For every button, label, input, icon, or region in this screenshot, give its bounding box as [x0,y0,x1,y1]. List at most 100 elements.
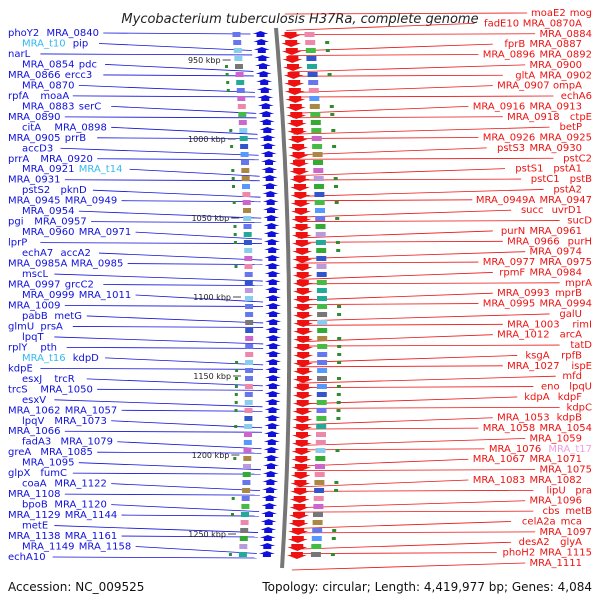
cog-category-box [236,80,245,85]
cog-category-box [244,392,253,397]
cog-category-box [317,296,327,301]
gene-label-mra-0930: MRA_0930 [530,143,582,154]
cog-category-box [309,104,320,109]
forward-gene-arrow [263,439,280,445]
reverse-gene-arrow [293,368,314,375]
gene-label-mra-0997: MRA_0997 [8,280,60,291]
cog-category-box [315,208,325,213]
forward-gene-arrow [256,87,273,93]
gene-label-echa6: echA6 [561,91,592,102]
cog-category-box [242,184,250,189]
scale-tick-label: 1200 kbp [192,451,230,460]
label-connector [86,315,264,324]
gene-label-mra-1011: MRA_1011 [79,290,131,301]
gc-marker [329,105,334,108]
gene-label-cela2a: celA2a [522,516,556,527]
cog-category-box [244,256,253,261]
label-connector [298,261,479,264]
gc-marker [234,425,238,428]
label-connector [293,126,550,135]
reverse-gene-arrow [292,392,313,399]
gc-marker [231,177,235,180]
gene-label-mra-1097: MRA_1097 [540,527,592,538]
cog-category-box [245,304,254,309]
cog-category-box [314,480,325,485]
forward-gene-arrow [263,223,280,229]
reverse-gene-arrow [292,280,313,287]
gene-label-betp: betP [560,122,582,133]
cog-category-box [240,528,249,533]
gene-label-ompa: ompA [553,81,582,92]
gene-label-mra-0900: MRA_0900 [530,60,582,71]
forward-gene-arrow [264,271,281,277]
gene-label-mra-0957: MRA_0957 [34,217,86,228]
label-connector [91,221,262,224]
reverse-gene-arrow [287,128,308,135]
label-connector [298,417,493,426]
gene-label-mra-0907: MRA_0907 [497,81,549,92]
label-connector [92,189,261,198]
label-connector [64,179,260,182]
gc-marker [325,49,330,52]
forward-gene-arrow [262,487,279,493]
gene-label-mra-1149: MRA_1149 [22,542,74,553]
reverse-gene-arrow [291,208,311,215]
cog-category-box [315,216,326,221]
gene-label-pdc: pdc [79,59,97,70]
gene-label-mra-0961: MRA_0961 [530,226,582,237]
forward-gene-arrow [263,231,280,237]
reverse-gene-arrow [290,472,311,479]
gene-label-echa10: echA10 [8,552,46,563]
reverse-gene-arrow [293,296,313,303]
gc-marker [334,489,339,492]
gene-label-metb: metB [565,506,592,517]
forward-gene-arrow [263,207,279,213]
gene-label-trcr: trcR [54,374,74,385]
cog-category-box [315,440,326,445]
cog-category-box [245,328,254,333]
cog-category-box [240,520,249,525]
gene-label-mra-0931: MRA_0931 [8,175,60,186]
forward-gene-arrow [261,495,278,501]
gene-label-mra-0916: MRA_0916 [473,101,525,112]
cog-category-box [239,128,248,133]
forward-gene-arrow [265,335,282,341]
forward-gene-arrow [260,527,277,533]
gene-label-mra-0902: MRA_0902 [540,70,592,81]
cog-category-box [305,48,316,53]
cog-category-box [245,352,254,357]
gene-label-mra-t14: MRA_t14 [79,164,123,175]
reverse-gene-arrow [289,504,310,511]
gene-label-mra-1129: MRA_1129 [8,510,60,521]
cog-category-box [306,56,317,61]
reverse-gene-arrow [290,200,311,207]
label-connector [98,43,252,51]
label-connector [297,448,485,451]
gene-label-mra-1059: MRA_1059 [530,433,582,444]
forward-gene-arrow [264,247,281,253]
cog-category-box [241,168,250,173]
gene-label-esxj: esxJ [22,374,42,385]
gene-label-mra-0921: MRA_0921 [22,164,74,175]
label-connector [298,386,534,388]
gc-marker [231,513,234,516]
forward-gene-arrow [265,359,282,365]
cog-category-box [241,504,250,509]
gene-label-mra-0866: MRA_0866 [8,70,60,81]
cog-category-box [244,408,253,413]
cog-category-box [233,48,242,53]
gc-marker [337,353,342,356]
gene-label-bpob: bpoB [22,500,48,511]
forward-gene-arrow [265,295,281,301]
gene-label-grcc2: grcC2 [65,280,94,291]
gene-label-mra-1003: MRA_1003 [507,319,559,330]
gc-marker [230,145,234,148]
gc-marker [231,169,235,172]
forward-gene-arrow [263,447,280,453]
gene-label-mra-1082: MRA_1082 [530,475,582,486]
label-connector [292,116,503,119]
gene-label-ksga: ksgA [525,350,549,361]
gene-label-kdpd: kdpD [73,353,99,364]
label-connector [72,472,261,475]
cog-category-box [317,368,328,373]
